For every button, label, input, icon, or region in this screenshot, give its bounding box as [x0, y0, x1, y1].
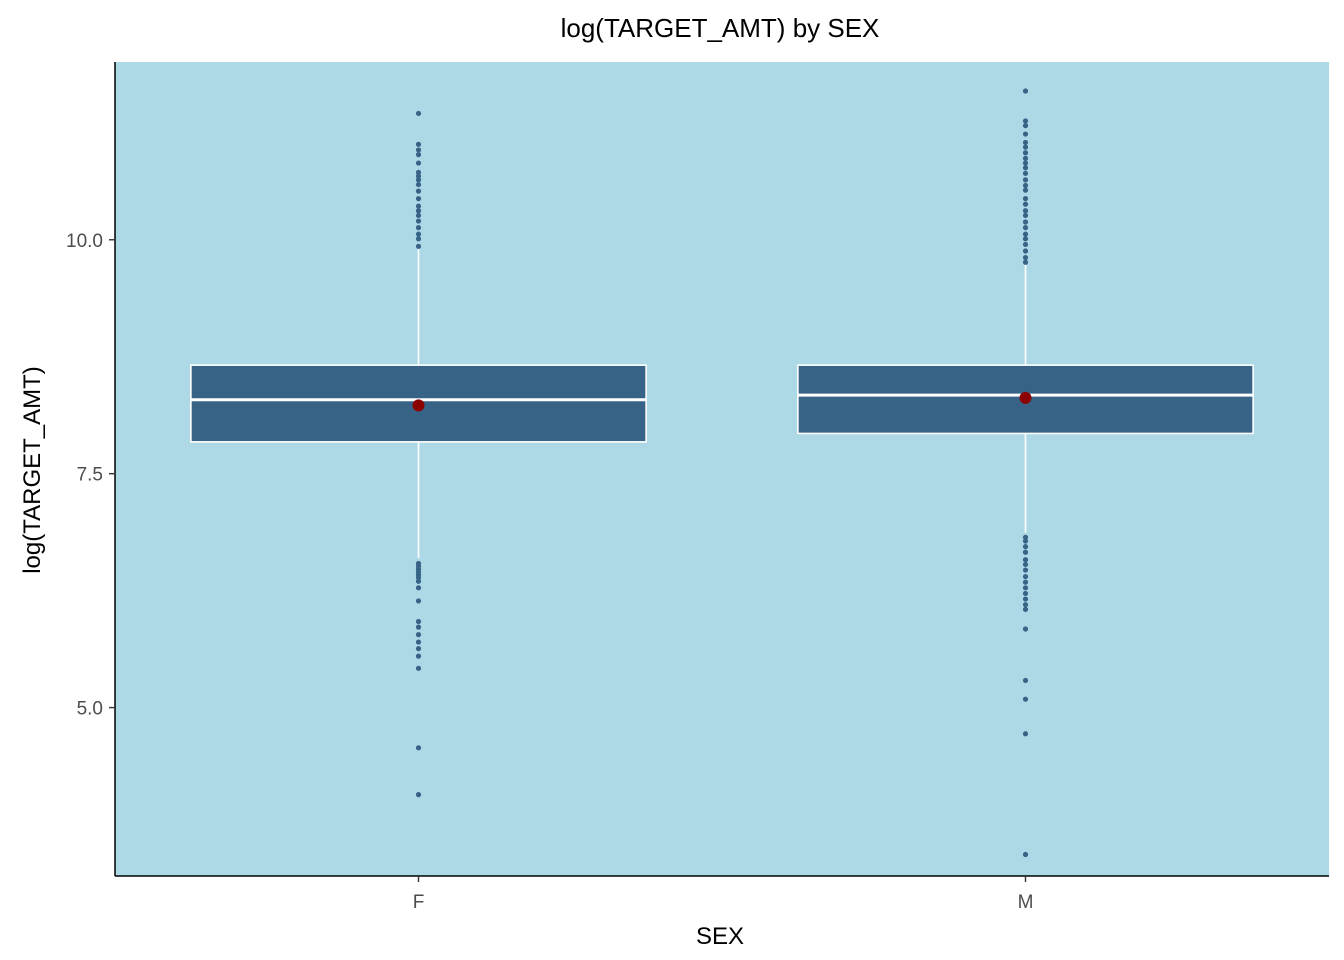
y-axis-ticks: 5.0 7.5 10.0 — [66, 231, 115, 720]
outlier-point — [1022, 165, 1029, 171]
outlier-point — [415, 236, 422, 242]
outlier-point — [1022, 557, 1029, 563]
outlier-point — [415, 196, 422, 202]
outlier-point — [1022, 248, 1029, 254]
outlier-point — [1022, 212, 1029, 219]
outlier-point — [1022, 677, 1029, 684]
x-axis-title: SEX — [696, 923, 744, 950]
box-group-m — [797, 88, 1254, 858]
outlier-point — [415, 218, 422, 224]
outlier-point — [415, 574, 422, 581]
outlier-point — [1022, 254, 1029, 261]
outlier-point — [415, 169, 422, 176]
outlier-point — [415, 639, 422, 645]
y-axis-title: log(TARGET_AMT) — [19, 366, 46, 574]
outlier-point — [415, 177, 422, 183]
outlier-point — [415, 110, 422, 117]
outlier-point — [415, 578, 422, 584]
outlier-point — [1022, 544, 1029, 550]
outlier-point — [1022, 851, 1029, 858]
outlier-point — [415, 653, 422, 659]
outlier-point — [1022, 561, 1029, 568]
outlier-point — [1022, 585, 1029, 591]
outlier-point — [415, 585, 422, 591]
x-tick-label: F — [413, 892, 425, 913]
outlier-point — [1022, 187, 1029, 193]
x-tick-label: M — [1018, 892, 1034, 913]
outlier-point — [415, 745, 422, 751]
plot-marks — [190, 88, 1254, 858]
outlier-point — [1022, 155, 1029, 161]
outlier-point — [1022, 160, 1029, 166]
y-tick-label: 7.5 — [77, 465, 103, 486]
outlier-point — [415, 188, 422, 194]
outlier-point — [1022, 231, 1029, 237]
outlier-point — [1022, 731, 1029, 737]
outlier-point — [1022, 567, 1029, 573]
outlier-point — [1022, 696, 1029, 702]
outlier-point — [1022, 88, 1029, 94]
outlier-point — [415, 624, 422, 630]
outlier-point — [1022, 259, 1029, 265]
outlier-point — [1022, 579, 1029, 585]
box-group-f — [190, 110, 647, 798]
outlier-point — [415, 225, 422, 231]
outlier-point — [1022, 208, 1029, 214]
outlier-point — [415, 646, 422, 652]
outlier-point — [415, 243, 422, 249]
outlier-point — [415, 160, 422, 166]
mean-point — [412, 399, 425, 412]
outlier-point — [1022, 236, 1029, 242]
box — [797, 364, 1254, 435]
outlier-point — [1022, 201, 1029, 207]
outlier-point — [415, 665, 422, 671]
outlier-point — [1022, 118, 1029, 124]
outlier-point — [1022, 606, 1029, 612]
outlier-point — [415, 231, 422, 237]
outlier-point — [1022, 225, 1029, 231]
outlier-point — [1022, 144, 1029, 150]
outlier-point — [1022, 196, 1029, 202]
outlier-point — [1022, 549, 1029, 555]
outlier-point — [415, 181, 422, 188]
outlier-point — [1022, 123, 1029, 129]
outlier-point — [1022, 219, 1029, 225]
outlier-point — [1022, 182, 1029, 189]
outlier-point — [1022, 177, 1029, 183]
outlier-point — [415, 618, 422, 625]
outlier-point — [415, 152, 422, 158]
outlier-point — [415, 147, 422, 153]
outlier-point — [1022, 602, 1029, 608]
outlier-point — [1022, 150, 1029, 156]
outlier-point — [415, 208, 422, 214]
outlier-point — [415, 141, 422, 147]
outlier-point — [415, 792, 422, 798]
chart-title: log(TARGET_AMT) by SEX — [561, 13, 880, 43]
outlier-point — [1022, 170, 1029, 176]
outlier-point — [415, 173, 422, 179]
plot-panel — [115, 62, 1329, 876]
y-tick-label: 10.0 — [66, 231, 103, 252]
outlier-point — [1022, 139, 1029, 146]
y-tick-label: 5.0 — [77, 699, 103, 720]
outlier-point — [1022, 534, 1029, 540]
outlier-point — [1022, 573, 1029, 580]
outlier-point — [1022, 241, 1029, 248]
outlier-point — [1022, 538, 1029, 544]
outlier-point — [1022, 131, 1029, 137]
outlier-point — [415, 203, 422, 209]
mean-point — [1019, 391, 1032, 404]
outlier-point — [415, 212, 422, 219]
outlier-point — [1022, 626, 1029, 632]
outlier-point — [1022, 596, 1029, 602]
outlier-point — [415, 632, 422, 638]
outlier-point — [1022, 590, 1029, 597]
outlier-point — [415, 598, 422, 604]
